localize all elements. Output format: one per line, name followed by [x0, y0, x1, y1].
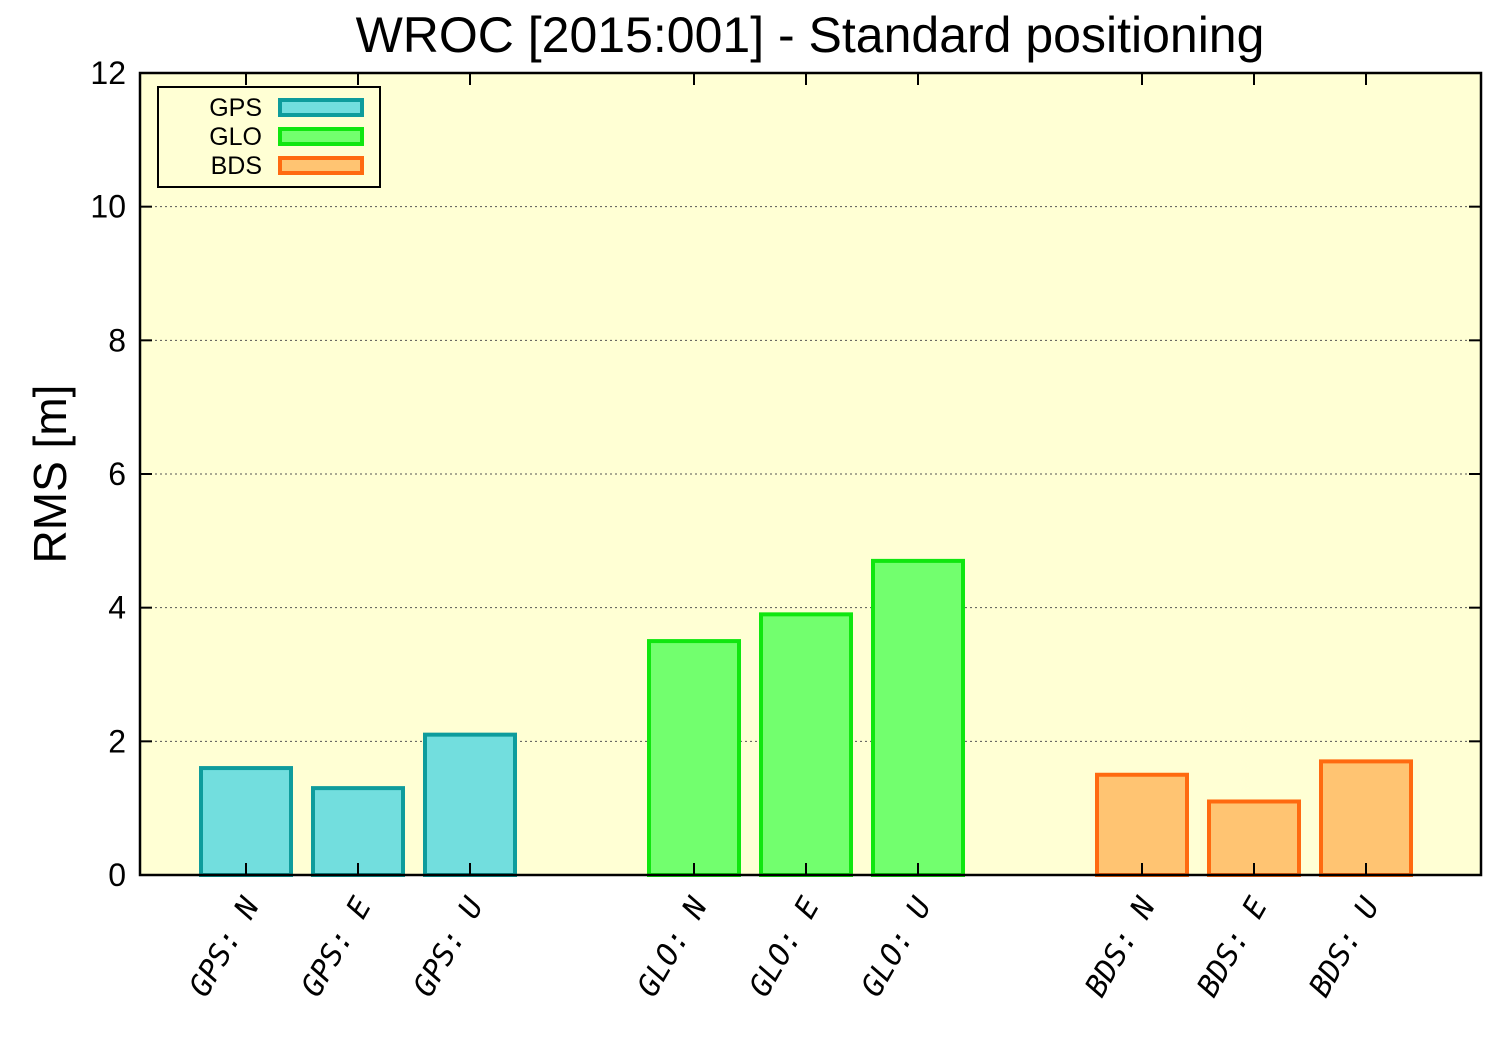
legend-label-gps: GPS	[209, 94, 262, 122]
x-tick-label: BDS: E	[1190, 892, 1274, 1003]
x-tick-label: BDS: U	[1302, 891, 1387, 1003]
legend-label-glo: GLO	[209, 123, 262, 151]
x-tick-label: GPS: N	[182, 891, 267, 1003]
y-tick-label: 2	[108, 723, 126, 759]
y-axis-label: RMS [m]	[24, 385, 76, 564]
bars	[199, 558, 1413, 878]
x-tick-label: GPS: E	[294, 892, 378, 1003]
y-tick-label: 10	[90, 189, 126, 225]
bar-gps-u	[423, 732, 517, 878]
x-tick-label: GPS: U	[406, 891, 491, 1003]
y-tick-label: 0	[108, 857, 126, 893]
y-axis: 0 2 4 6 8 10 12	[90, 55, 1481, 893]
y-tick-label: 8	[108, 322, 126, 358]
bar-glo-e	[759, 612, 853, 877]
legend-swatch-glo	[278, 127, 364, 146]
legend-label-bds: BDS	[211, 152, 262, 180]
bar-gps-e	[311, 786, 405, 877]
legend-swatch-gps	[278, 98, 364, 117]
y-tick-label: 4	[108, 590, 126, 626]
chart-title: WROC [2015:001] - Standard positioning	[356, 7, 1265, 63]
x-tick-label: BDS: N	[1078, 891, 1163, 1003]
bar-glo-u	[871, 558, 965, 878]
x-tick-label: GLO: N	[630, 891, 715, 1003]
bar-bds-n	[1095, 772, 1189, 877]
legend-swatch-bds	[278, 156, 364, 175]
x-tick-label: GLO: E	[742, 892, 826, 1003]
y-tick-label: 6	[108, 456, 126, 492]
bar-gps-n	[199, 766, 293, 877]
y-tick-label: 12	[90, 55, 126, 91]
x-tick-label: GLO: U	[854, 891, 939, 1003]
bar-bds-u	[1319, 759, 1413, 878]
bar-glo-n	[647, 639, 741, 877]
